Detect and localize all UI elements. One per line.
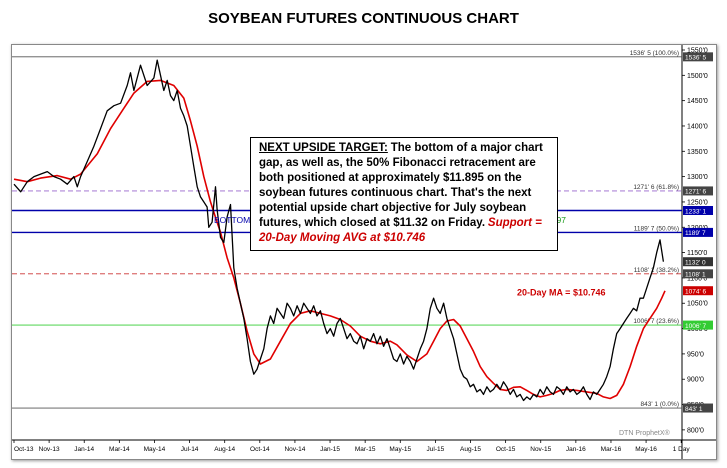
y-tick-label: 900'0 <box>687 377 704 384</box>
x-tick-label: Jan-14 <box>74 446 94 453</box>
axis-value-badge-label: 1074' 6 <box>685 289 707 296</box>
moving-average-line <box>13 79 666 400</box>
x-tick-label: Mar-14 <box>109 446 130 453</box>
x-tick-label: Mar-15 <box>355 446 376 453</box>
level-axis-badge-label: 1233' 1 <box>685 208 707 215</box>
x-tick-label: Aug-15 <box>460 446 481 453</box>
level-label: 1108' 1 (38.2%) <box>634 267 679 274</box>
axis-value-badge-label: 1132' 0 <box>685 260 706 267</box>
x-tick-label: 1 Day <box>673 446 691 453</box>
level-axis-badge-label: 1271' 6 <box>685 189 707 196</box>
x-tick-label: Mar-16 <box>601 446 622 453</box>
x-tick-label: Jan-15 <box>320 446 340 453</box>
level-axis-badge <box>683 269 713 279</box>
level-axis-badge <box>683 320 713 330</box>
level-axis-badge <box>683 227 713 237</box>
y-tick-label: 1100'0 <box>687 275 707 282</box>
watermark: DTN ProphetX® <box>619 429 671 437</box>
x-tick-label: Nov-13 <box>39 446 60 453</box>
x-tick-label: Jul-14 <box>181 446 199 453</box>
x-tick-label: May-15 <box>389 446 411 453</box>
price-series-line <box>13 59 665 402</box>
level-axis-badge <box>683 403 713 413</box>
y-tick-label: 1300'0 <box>687 174 708 181</box>
level-label: 1536' 5 (100.0%) <box>630 50 679 57</box>
x-tick-label: Nov-15 <box>530 446 551 453</box>
y-tick-label: 1250'0 <box>687 199 708 206</box>
x-tick-label: Oct-14 <box>250 446 270 453</box>
x-tick-label: May-14 <box>144 446 166 453</box>
level-label: 843' 1 (0.0%) <box>641 401 679 408</box>
annotation-heading: NEXT UPSIDE TARGET: <box>259 142 388 154</box>
x-tick-label: Jan-16 <box>566 446 586 453</box>
x-tick-label: Oct-15 <box>496 446 516 453</box>
annotation-support: Support = 20-Day Moving AVG at $10.746 <box>259 217 542 244</box>
level-axis-badge-label: 1536' 5 <box>685 55 707 62</box>
y-tick-label: 1500'0 <box>687 73 708 80</box>
level-axis-badge <box>683 205 713 215</box>
level-label: 1006' 7 (23.6%) <box>633 318 679 325</box>
ma-label: 20-Day MA = $10.746 <box>517 288 605 298</box>
page-title: SOYBEAN FUTURES CONTINUOUS CHART <box>208 10 519 27</box>
chart-svg: 800'0850'0900'0950'01000'01050'01100'011… <box>12 45 716 459</box>
chart-frame: 800'0850'0900'0950'01000'01050'01100'011… <box>11 44 717 460</box>
y-tick-label: 1450'0 <box>687 98 708 105</box>
level-axis-badge-label: 843' 1 <box>685 406 703 413</box>
level-axis-badge <box>683 52 713 62</box>
level-label: 1189' 7 (50.0%) <box>634 225 679 232</box>
level-label: 1271' 6 (61.8%) <box>633 184 679 191</box>
y-tick-label: 1400'0 <box>687 123 708 130</box>
y-tick-label: 1350'0 <box>687 149 708 156</box>
annotation-body: The bottom of a major chart gap, as well… <box>259 142 543 229</box>
x-tick-label: May-16 <box>635 446 657 453</box>
y-tick-label: 800'0 <box>687 427 704 434</box>
y-tick-label: 950'0 <box>687 351 704 358</box>
level-axis-badge-label: 1006' 7 <box>685 323 707 330</box>
x-tick-label: Oct-13 <box>14 446 34 453</box>
annotation-box: NEXT UPSIDE TARGET: The bottom of a majo… <box>250 137 558 251</box>
axis-value-badge <box>683 257 713 267</box>
y-tick-label: 1050'0 <box>687 301 708 308</box>
x-tick-label: Nov-14 <box>284 446 305 453</box>
level-axis-badge-label: 1189' 7 <box>685 230 706 237</box>
x-tick-label: Jul-15 <box>427 446 445 453</box>
x-tick-label: Aug-14 <box>214 446 235 453</box>
y-tick-label: 1550'0 <box>687 48 708 55</box>
y-tick-label: 1150'0 <box>687 250 707 257</box>
axis-value-badge <box>683 286 713 296</box>
level-axis-badge <box>683 186 713 196</box>
level-axis-badge-label: 1108' 1 <box>685 272 706 279</box>
